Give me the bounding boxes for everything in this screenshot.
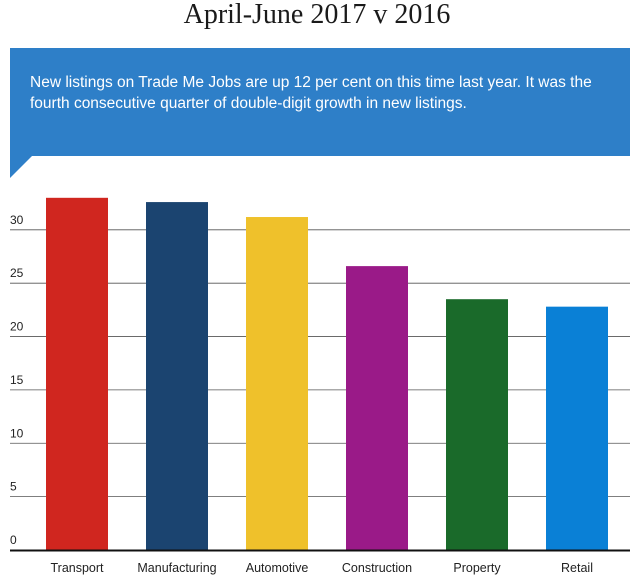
bar-retail	[546, 306, 608, 550]
callout-text: New listings on Trade Me Jobs are up 12 …	[30, 74, 592, 112]
x-tick-label: Property	[453, 561, 501, 575]
y-tick-label: 20	[10, 320, 24, 334]
y-tick-label: 10	[10, 426, 24, 440]
bar-construction	[346, 266, 408, 550]
bar-automotive	[246, 217, 308, 550]
y-tick-label: 30	[10, 213, 24, 227]
y-tick-label: 0	[10, 533, 17, 547]
callout-shape	[10, 48, 630, 178]
bar-chart: 0 5 10 15 20 25 30 Transport Manufacturing Automo…	[10, 197, 630, 575]
x-tick-label: Retail	[561, 561, 593, 575]
chart-title: April-June 2017 v 2016	[183, 0, 451, 30]
y-tick-label: 5	[10, 480, 17, 494]
y-tick-label: 25	[10, 266, 24, 280]
x-tick-label: Construction	[342, 561, 412, 575]
bar-property	[446, 299, 508, 550]
x-tick-label: Automotive	[246, 561, 309, 575]
x-tick-label: Transport	[50, 561, 104, 575]
bar-manufacturing	[146, 202, 208, 550]
callout-banner	[0, 48, 634, 182]
y-tick-label: 15	[10, 373, 24, 387]
x-tick-label: Manufacturing	[137, 561, 216, 575]
bar-transport	[46, 197, 108, 551]
